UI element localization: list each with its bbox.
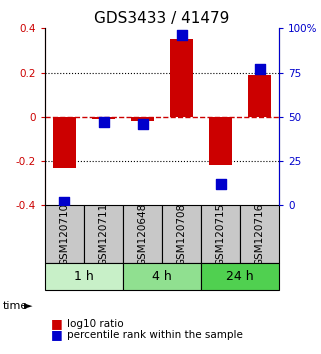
Text: GSM120710: GSM120710 — [59, 202, 69, 266]
Point — [257, 66, 262, 72]
FancyBboxPatch shape — [84, 205, 123, 263]
Title: GDS3433 / 41479: GDS3433 / 41479 — [94, 11, 230, 26]
Text: ■: ■ — [51, 328, 63, 341]
Point — [101, 119, 106, 125]
FancyBboxPatch shape — [45, 263, 123, 290]
FancyBboxPatch shape — [201, 263, 279, 290]
Text: 1 h: 1 h — [74, 270, 94, 283]
FancyBboxPatch shape — [45, 205, 84, 263]
Point — [179, 33, 184, 38]
Bar — [131, 117, 154, 121]
FancyBboxPatch shape — [201, 205, 240, 263]
Bar — [92, 117, 115, 119]
Point — [140, 121, 145, 127]
Text: ■: ■ — [51, 318, 63, 330]
Bar — [170, 39, 193, 117]
Text: percentile rank within the sample: percentile rank within the sample — [67, 330, 243, 339]
Text: GSM120708: GSM120708 — [177, 202, 187, 266]
Bar — [53, 117, 76, 167]
FancyBboxPatch shape — [240, 205, 279, 263]
Bar — [248, 75, 272, 117]
Bar — [209, 117, 232, 165]
Point — [218, 181, 223, 187]
Text: GSM120648: GSM120648 — [138, 202, 148, 266]
Text: GSM120716: GSM120716 — [255, 202, 265, 266]
Text: GSM120715: GSM120715 — [216, 202, 226, 266]
Point — [62, 200, 67, 205]
Text: 4 h: 4 h — [152, 270, 172, 283]
Text: log10 ratio: log10 ratio — [67, 319, 124, 329]
Text: GSM120711: GSM120711 — [99, 202, 108, 266]
Text: time: time — [3, 301, 29, 311]
Text: 24 h: 24 h — [226, 270, 254, 283]
FancyBboxPatch shape — [162, 205, 201, 263]
FancyBboxPatch shape — [123, 263, 201, 290]
Text: ►: ► — [24, 301, 32, 311]
FancyBboxPatch shape — [123, 205, 162, 263]
